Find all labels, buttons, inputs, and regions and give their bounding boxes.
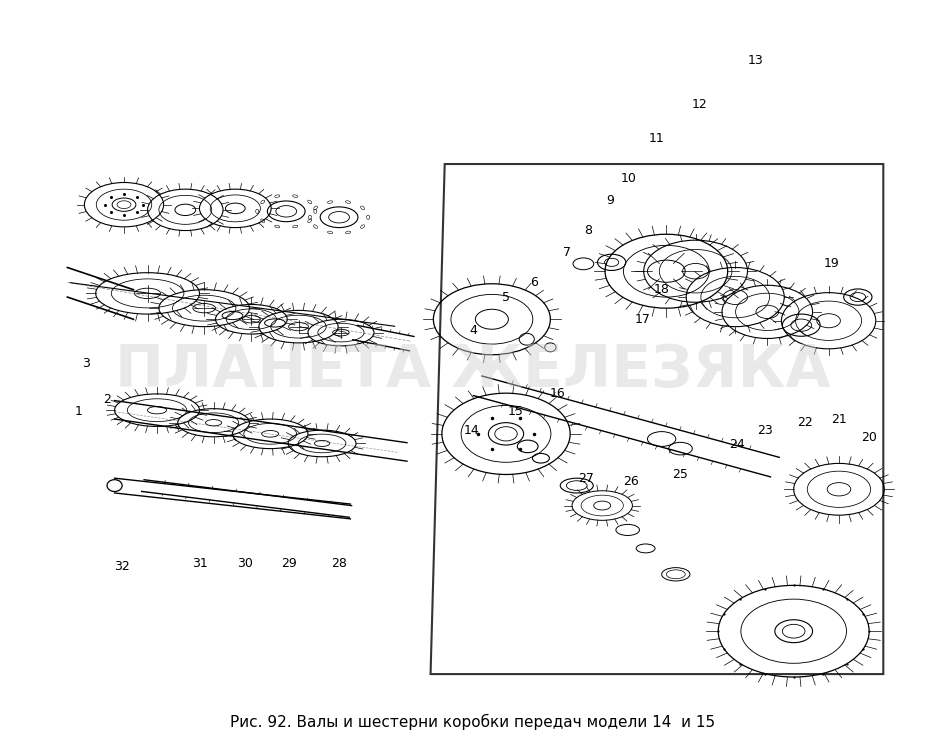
Text: 1: 1	[75, 405, 82, 418]
Text: ПЛАНЕТА ЖЕЛЕЗЯКА: ПЛАНЕТА ЖЕЛЕЗЯКА	[115, 343, 831, 399]
Text: 24: 24	[729, 439, 745, 451]
Text: 26: 26	[623, 476, 639, 488]
Text: 22: 22	[797, 416, 813, 429]
Text: 31: 31	[192, 556, 207, 570]
Text: 23: 23	[758, 424, 773, 436]
Text: 30: 30	[236, 556, 253, 570]
Text: 13: 13	[748, 54, 763, 67]
Text: 16: 16	[550, 387, 566, 400]
Text: 11: 11	[649, 131, 665, 145]
Text: 9: 9	[605, 194, 614, 208]
Text: 2: 2	[103, 393, 111, 406]
Text: 8: 8	[584, 224, 592, 237]
Text: 28: 28	[331, 556, 347, 570]
Text: 6: 6	[531, 276, 538, 289]
Text: 19: 19	[824, 257, 839, 270]
Text: 5: 5	[502, 291, 510, 303]
Text: 4: 4	[469, 324, 477, 337]
Text: 21: 21	[832, 413, 847, 426]
Text: 25: 25	[673, 468, 689, 481]
Text: 18: 18	[654, 283, 670, 296]
Text: 10: 10	[621, 172, 637, 186]
Text: 15: 15	[507, 405, 523, 418]
Text: 32: 32	[114, 560, 130, 574]
Text: 14: 14	[464, 424, 479, 436]
Text: 20: 20	[861, 431, 877, 444]
Text: 7: 7	[563, 246, 571, 259]
Text: 12: 12	[692, 99, 708, 111]
Text: Рис. 92. Валы и шестерни коробки передач модели 14  и 15: Рис. 92. Валы и шестерни коробки передач…	[231, 714, 715, 730]
Text: 27: 27	[578, 472, 594, 485]
Text: 17: 17	[635, 313, 651, 326]
Text: 3: 3	[82, 357, 90, 370]
Text: 29: 29	[281, 556, 297, 570]
